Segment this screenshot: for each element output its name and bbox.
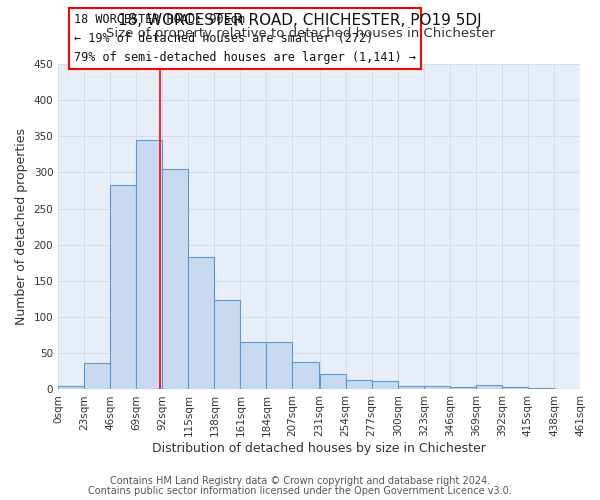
Bar <box>346 380 372 390</box>
Bar <box>163 169 188 390</box>
Bar <box>476 385 502 390</box>
Bar <box>528 388 554 390</box>
X-axis label: Distribution of detached houses by size in Chichester: Distribution of detached houses by size … <box>152 442 486 455</box>
Bar <box>320 374 346 390</box>
Bar <box>136 140 163 390</box>
Text: 18 WORCESTER ROAD: 90sqm
← 19% of detached houses are smaller (272)
79% of semi-: 18 WORCESTER ROAD: 90sqm ← 19% of detach… <box>74 13 416 64</box>
Text: Contains HM Land Registry data © Crown copyright and database right 2024.: Contains HM Land Registry data © Crown c… <box>110 476 490 486</box>
Bar <box>84 362 110 390</box>
Bar <box>554 388 580 390</box>
Y-axis label: Number of detached properties: Number of detached properties <box>15 128 28 325</box>
Text: 18, WORCESTER ROAD, CHICHESTER, PO19 5DJ: 18, WORCESTER ROAD, CHICHESTER, PO19 5DJ <box>118 12 482 28</box>
Bar <box>110 185 136 390</box>
Bar <box>266 342 292 390</box>
Bar <box>450 388 476 390</box>
Bar <box>214 300 241 390</box>
Bar <box>58 386 84 390</box>
Text: Size of property relative to detached houses in Chichester: Size of property relative to detached ho… <box>106 28 494 40</box>
Bar <box>372 381 398 390</box>
Text: Contains public sector information licensed under the Open Government Licence v3: Contains public sector information licen… <box>88 486 512 496</box>
Bar <box>188 257 214 390</box>
Bar <box>398 386 424 390</box>
Bar <box>292 362 319 390</box>
Bar <box>424 386 450 390</box>
Bar <box>502 388 528 390</box>
Bar <box>241 342 266 390</box>
